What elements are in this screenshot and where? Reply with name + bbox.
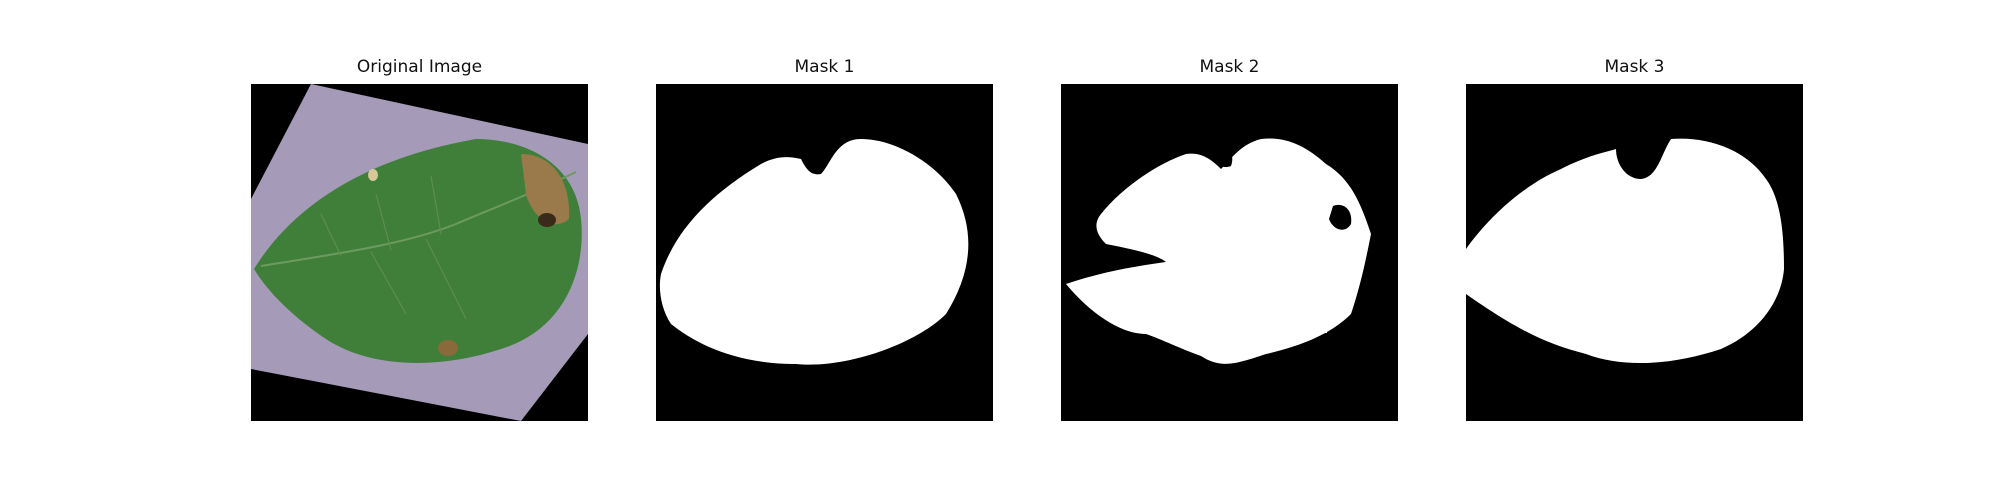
mask-3-panel: Mask 3: [1466, 56, 1803, 424]
mask-3-image: [1466, 84, 1803, 421]
mask-2-svg: [1061, 84, 1398, 421]
original-image: [251, 84, 588, 421]
mask-1-panel: Mask 1: [656, 56, 993, 424]
mask-3-svg: [1466, 84, 1803, 421]
mask-1-image: [656, 84, 993, 421]
mask-2-image: [1061, 84, 1398, 421]
lesion-small-spot: [368, 169, 378, 181]
lesion-bottom: [438, 340, 458, 356]
leaf-photo: [251, 84, 588, 421]
original-image-panel: Original Image: [251, 56, 588, 424]
mask-2-speck: [1319, 327, 1327, 333]
panel-title-mask-3: Mask 3: [1466, 56, 1803, 78]
panel-title-mask-2: Mask 2: [1061, 56, 1398, 78]
panel-title-mask-1: Mask 1: [656, 56, 993, 78]
mask-1-svg: [656, 84, 993, 421]
mask-2-panel: Mask 2: [1061, 56, 1398, 424]
lesion-dark-spot: [538, 213, 556, 227]
panel-title-original-image: Original Image: [251, 56, 588, 78]
